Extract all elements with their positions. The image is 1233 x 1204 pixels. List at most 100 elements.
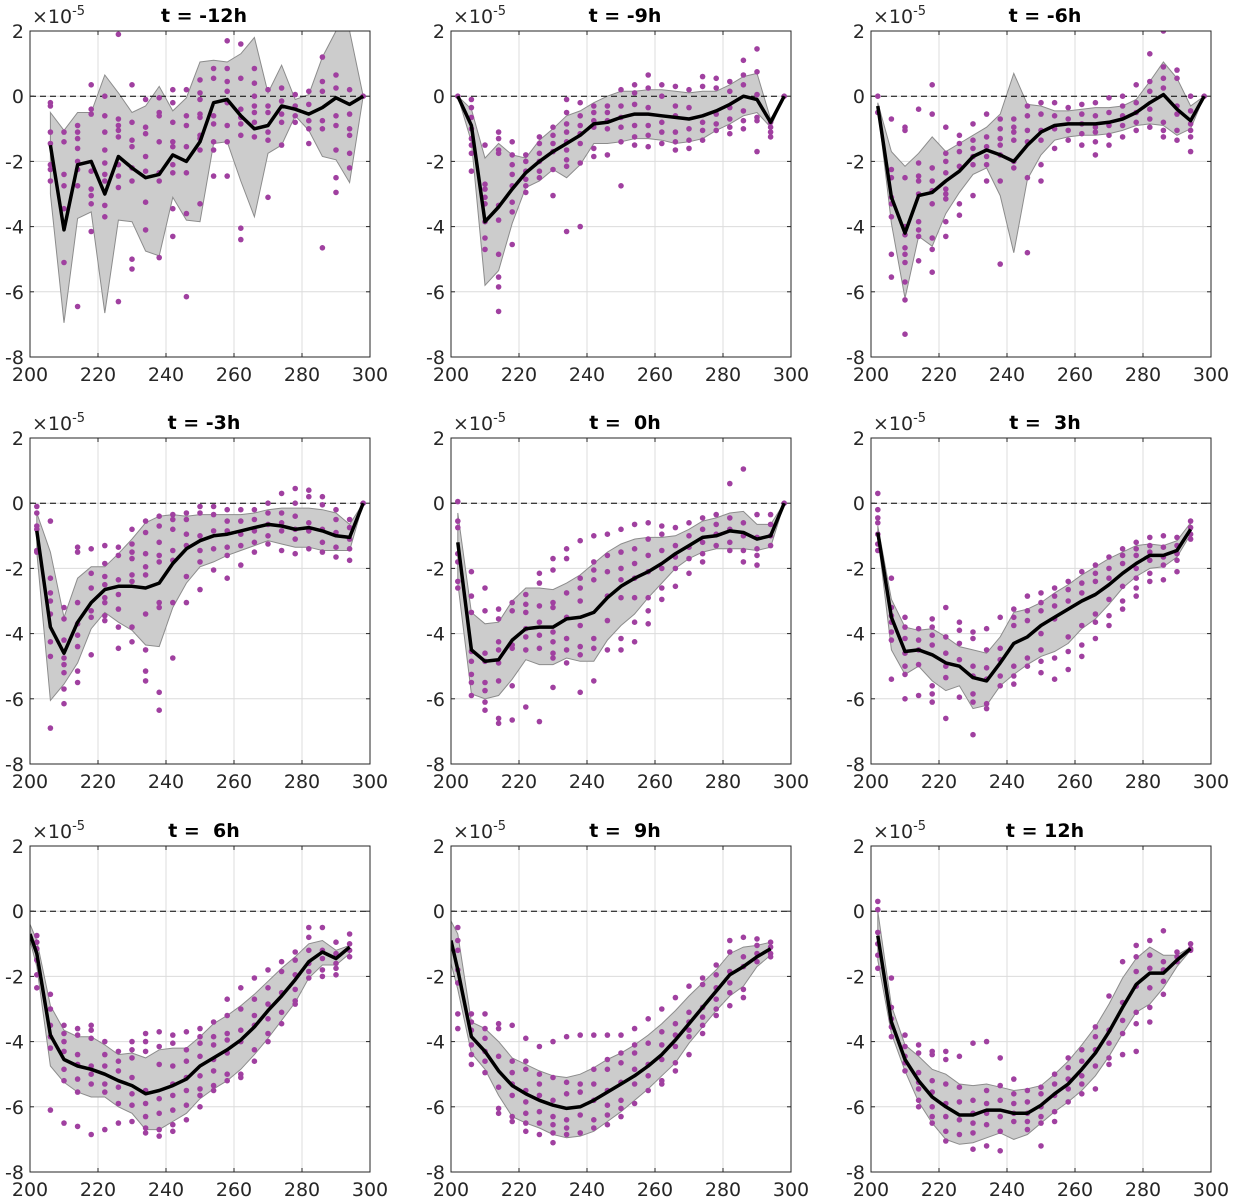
sample-point [278, 142, 285, 148]
x-tick-label: 260 [216, 364, 252, 386]
sample-point [997, 126, 1003, 132]
sample-point [956, 619, 963, 625]
y-tick-label: -4 [846, 217, 865, 239]
sample-point [563, 147, 570, 153]
sample-point [943, 150, 949, 157]
x-tick-label: 240 [569, 1179, 605, 1201]
sample-point [346, 954, 353, 960]
y-tick-label: -4 [5, 217, 24, 239]
y-tick-label: -4 [5, 624, 24, 646]
panel-title: t = -9h [589, 5, 662, 27]
x-tick-label: 300 [352, 1179, 388, 1201]
sample-point [61, 1038, 67, 1045]
sample-point [645, 520, 651, 526]
sample-point [956, 1117, 963, 1123]
sample-point [482, 194, 488, 201]
plot-content [871, 31, 1211, 338]
sample-point [61, 1030, 67, 1037]
sample-point [659, 129, 665, 135]
sample-point [1133, 82, 1139, 88]
sample-point [1106, 1040, 1112, 1046]
sample-point [929, 1051, 935, 1058]
exponent-base: ×10 [453, 413, 493, 435]
sample-point [1147, 51, 1153, 57]
sample-point [455, 524, 461, 531]
plot-content [451, 466, 791, 727]
sample-point [536, 718, 543, 725]
sample-point [306, 101, 312, 108]
sample-point [251, 539, 258, 546]
sample-point [197, 147, 203, 153]
sample-point [604, 1032, 611, 1038]
x-tick-label: 200 [853, 771, 889, 793]
sample-point [902, 127, 908, 134]
sample-point [929, 178, 935, 184]
sample-point [156, 139, 162, 145]
sample-point [970, 1130, 976, 1136]
sample-point [713, 542, 719, 549]
sample-point [1119, 1051, 1126, 1058]
sample-point [754, 69, 760, 75]
sample-point [767, 542, 774, 549]
sample-point [1106, 132, 1112, 139]
sample-point [115, 645, 122, 652]
sample-point [699, 539, 706, 546]
sample-point [672, 524, 679, 531]
sample-point [563, 1033, 570, 1040]
sample-point [1079, 111, 1085, 117]
sample-point [577, 99, 583, 106]
sample-point [536, 580, 543, 586]
sample-point [699, 559, 706, 565]
sample-point [292, 949, 299, 955]
y-tick-label: -6 [846, 282, 865, 304]
sample-point [319, 126, 326, 132]
sample-point [1065, 648, 1071, 655]
sample-point [727, 539, 733, 546]
sample-point [74, 1051, 81, 1058]
x-tick-label: 300 [1193, 1179, 1229, 1201]
x-tick-label: 200 [433, 771, 469, 793]
mean-line [48, 94, 365, 232]
sample-point [142, 678, 149, 684]
mean-line [35, 502, 365, 655]
sample-point [61, 616, 67, 622]
sample-point [915, 625, 922, 632]
sample-point [1092, 635, 1099, 642]
sample-point [170, 516, 176, 523]
sample-point [1106, 1055, 1112, 1061]
sample-point [577, 598, 583, 604]
sample-point [468, 96, 475, 103]
sample-point [1119, 1017, 1126, 1024]
sample-point [536, 140, 543, 147]
sample-point [591, 567, 597, 573]
sample-point [727, 547, 733, 554]
sample-point [74, 668, 81, 674]
sample-point [468, 104, 475, 111]
sample-point [875, 506, 881, 513]
sample-point [88, 1081, 94, 1087]
sample-point [102, 542, 108, 549]
axes-box [29, 845, 371, 1173]
sample-point [1147, 78, 1153, 85]
sample-point [156, 513, 162, 519]
sample-point [333, 122, 339, 129]
sample-point [767, 134, 774, 140]
sample-point [129, 82, 135, 88]
sample-point [929, 269, 935, 276]
sample-point [943, 1081, 949, 1087]
sample-point [102, 160, 108, 166]
sample-point [129, 1074, 135, 1081]
sample-point [1106, 109, 1112, 116]
sample-point [875, 898, 881, 905]
sample-point [631, 134, 638, 140]
sample-point [604, 617, 611, 624]
x-tick-label: 280 [705, 1179, 741, 1201]
sample-point [686, 1027, 692, 1033]
sample-point [306, 117, 312, 124]
sample-point [659, 547, 665, 554]
sample-point [47, 1006, 54, 1012]
y-tick-label: 0 [433, 493, 445, 515]
sample-point [142, 611, 149, 617]
sample-point [319, 924, 326, 931]
sample-point [1024, 113, 1031, 119]
